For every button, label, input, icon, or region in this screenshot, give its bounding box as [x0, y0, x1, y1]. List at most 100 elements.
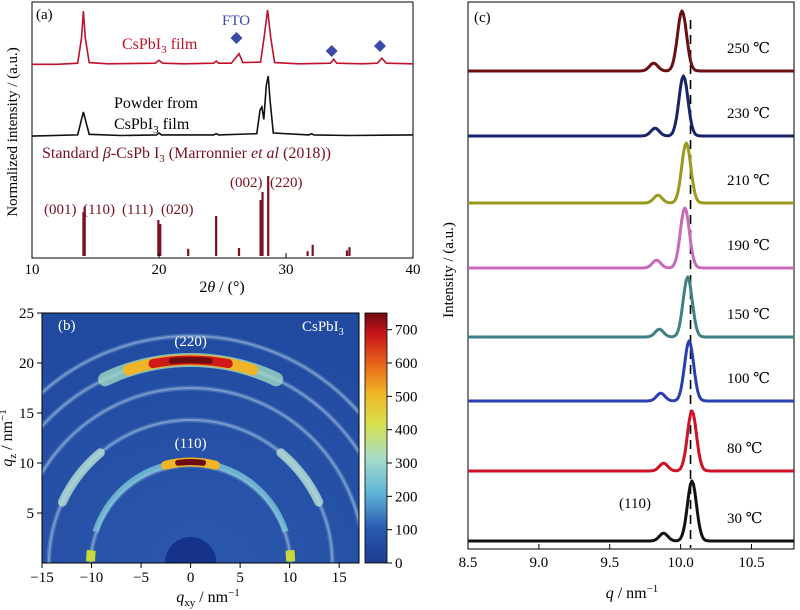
panel-b-giwaxs: −15 −10 −5 0 5 10 15 5 10 15 20 25 (b) CsPbI3 (220)… — [0, 306, 418, 609]
arc-110-right-foot — [285, 549, 296, 562]
film-series-label: CsPbI3 film — [122, 36, 198, 56]
lobe-left — [57, 448, 105, 507]
panel-b-label: (b) — [58, 318, 76, 334]
peak-label-111: (111) — [122, 202, 153, 218]
panel-c-frame — [467, 1, 795, 550]
panel-c-label: (c) — [474, 10, 491, 26]
curve-5 — [467, 141, 795, 205]
peak-label-220: (220) — [270, 175, 303, 191]
xrd-line-0 — [32, 9, 414, 66]
b-xtick-label--10: −10 — [80, 570, 103, 586]
a-xtick-label-40: 40 — [406, 262, 421, 278]
panel-a-frame — [31, 1, 414, 259]
temperature-label-6: 230 ℃ — [727, 106, 770, 122]
temperature-label-5: 210 ℃ — [727, 173, 770, 189]
standard-reference-label: Standard β-CsPb I3 (Marronnier et al (20… — [42, 145, 331, 165]
arc-220-peak — [168, 357, 213, 364]
arc-110-left-foot — [86, 549, 96, 562]
peak-label-001: (001) — [44, 202, 77, 218]
ring-core-2 — [42, 387, 359, 527]
b-ytick-label-15: 15 — [19, 406, 34, 422]
diffraction-rings — [42, 333, 359, 563]
c-xtick-label-3: 10.0 — [667, 555, 693, 571]
panel-a-x-ticks: 10 20 30 40 — [25, 253, 421, 278]
panel-b-ticks: −15 −10 −5 0 5 10 15 5 10 15 20 25 — [19, 306, 347, 586]
ring-label-110: (110) — [175, 436, 207, 452]
b-ytick-label-25: 25 — [19, 306, 34, 322]
panel-a-label: (a) — [36, 7, 53, 23]
panel-b-sample-label: CsPbI3 — [302, 319, 344, 338]
curve-0 — [467, 479, 795, 543]
c-xtick-label-4: 10.5 — [738, 555, 764, 571]
b-xtick-label-15: 15 — [332, 570, 347, 586]
b-xtick-label--5: −5 — [133, 570, 149, 586]
panel-b-frame — [41, 312, 360, 564]
fto-markers — [230, 32, 386, 57]
cb-tick-label-200: 200 — [395, 489, 418, 505]
cb-tick-label-700: 700 — [395, 323, 418, 339]
panel-b-y-axis-label: qz / nm−1 — [0, 409, 19, 467]
c-xtick-label-0: 8.5 — [459, 555, 478, 571]
curve-1 — [467, 409, 795, 473]
arc-110-peak — [175, 459, 207, 466]
panel-a-x-axis-label: 2θ / (°) — [199, 279, 244, 296]
b-ytick-label-10: 10 — [19, 456, 34, 472]
peak-label-110-c: (110) — [619, 496, 651, 512]
temperature-label-0: 30 ℃ — [727, 511, 763, 527]
powder-series-label-line2: CsPbI3 film — [114, 116, 190, 136]
lobe-right — [276, 448, 324, 507]
curve-4 — [467, 206, 795, 270]
b-ytick-label-5: 5 — [27, 506, 35, 522]
curve-7 — [467, 9, 795, 73]
b-ytick-label-20: 20 — [19, 356, 34, 372]
b-xtick-label-5: 5 — [236, 570, 244, 586]
fto-marker-1 — [325, 45, 338, 57]
fto-marker-0 — [230, 32, 243, 44]
ring-label-220: (220) — [174, 334, 207, 350]
curve-3 — [467, 275, 795, 339]
xrd-line-1 — [31, 75, 414, 137]
colorbar-ticks: 0 100 200 300 400 500 600 700 — [387, 323, 418, 572]
fto-marker-2 — [373, 40, 386, 52]
b-xtick-label-0: 0 — [187, 570, 195, 586]
cb-tick-label-0: 0 — [395, 556, 403, 572]
temperature-labels: 30 ℃ 80 ℃ 100 ℃ 150 ℃ 190 ℃ 210 ℃ 230 ℃ 250 ℃ — [727, 41, 770, 527]
temperature-curves — [467, 9, 795, 543]
curve-6 — [467, 74, 795, 138]
reference-sticks — [82, 176, 351, 256]
panel-b-x-axis-label: qxy / nm−1 — [176, 587, 240, 609]
temperature-label-2: 100 ℃ — [727, 371, 770, 387]
temperature-label-4: 190 ℃ — [727, 238, 770, 254]
temperature-label-1: 80 ℃ — [727, 441, 763, 457]
panel-a-y-axis-label: Normalized intensity / (a.u.) — [5, 47, 21, 217]
c-xtick-label-1: 9.0 — [529, 555, 548, 571]
ring-core-4 — [42, 335, 359, 415]
panel-a-xrd: 10 20 30 40 (a) FTO CsPbI3 film Powder from… — [5, 1, 421, 296]
a-xtick-label-20: 20 — [152, 262, 167, 278]
temperature-label-3: 150 ℃ — [727, 307, 770, 323]
b-xtick-label--15: −15 — [30, 570, 53, 586]
fto-label: FTO — [222, 13, 250, 29]
cb-tick-label-400: 400 — [395, 423, 418, 439]
beamstop — [164, 537, 217, 563]
temperature-label-7: 250 ℃ — [727, 41, 770, 57]
panel-c-temperature: 30 ℃ 80 ℃ 100 ℃ 150 ℃ 190 ℃ 210 ℃ 230 ℃ 250 ℃ 8… — [441, 1, 795, 602]
cb-tick-label-300: 300 — [395, 456, 418, 472]
panel-c-x-ticks: 8.5 9.0 9.5 10.0 10.5 — [459, 544, 765, 571]
b-xtick-label-10: 10 — [282, 570, 297, 586]
peak-label-002: (002) — [230, 175, 263, 191]
a-xtick-label-30: 30 — [279, 262, 294, 278]
cb-tick-label-500: 500 — [395, 389, 418, 405]
curve-2 — [467, 339, 795, 403]
powder-series-label-line1: Powder from — [114, 95, 199, 112]
panel-c-y-axis-label: Intensity / (a.u.) — [441, 222, 457, 318]
xrd-lines — [31, 9, 414, 137]
cb-tick-label-600: 600 — [395, 356, 418, 372]
cb-tick-label-100: 100 — [395, 523, 418, 539]
colorbar — [364, 312, 388, 564]
panel-c-x-axis-label: q / nm−1 — [606, 583, 659, 602]
c-xtick-label-2: 9.5 — [600, 555, 619, 571]
peak-label-020: (020) — [161, 202, 194, 218]
a-xtick-label-10: 10 — [25, 262, 40, 278]
